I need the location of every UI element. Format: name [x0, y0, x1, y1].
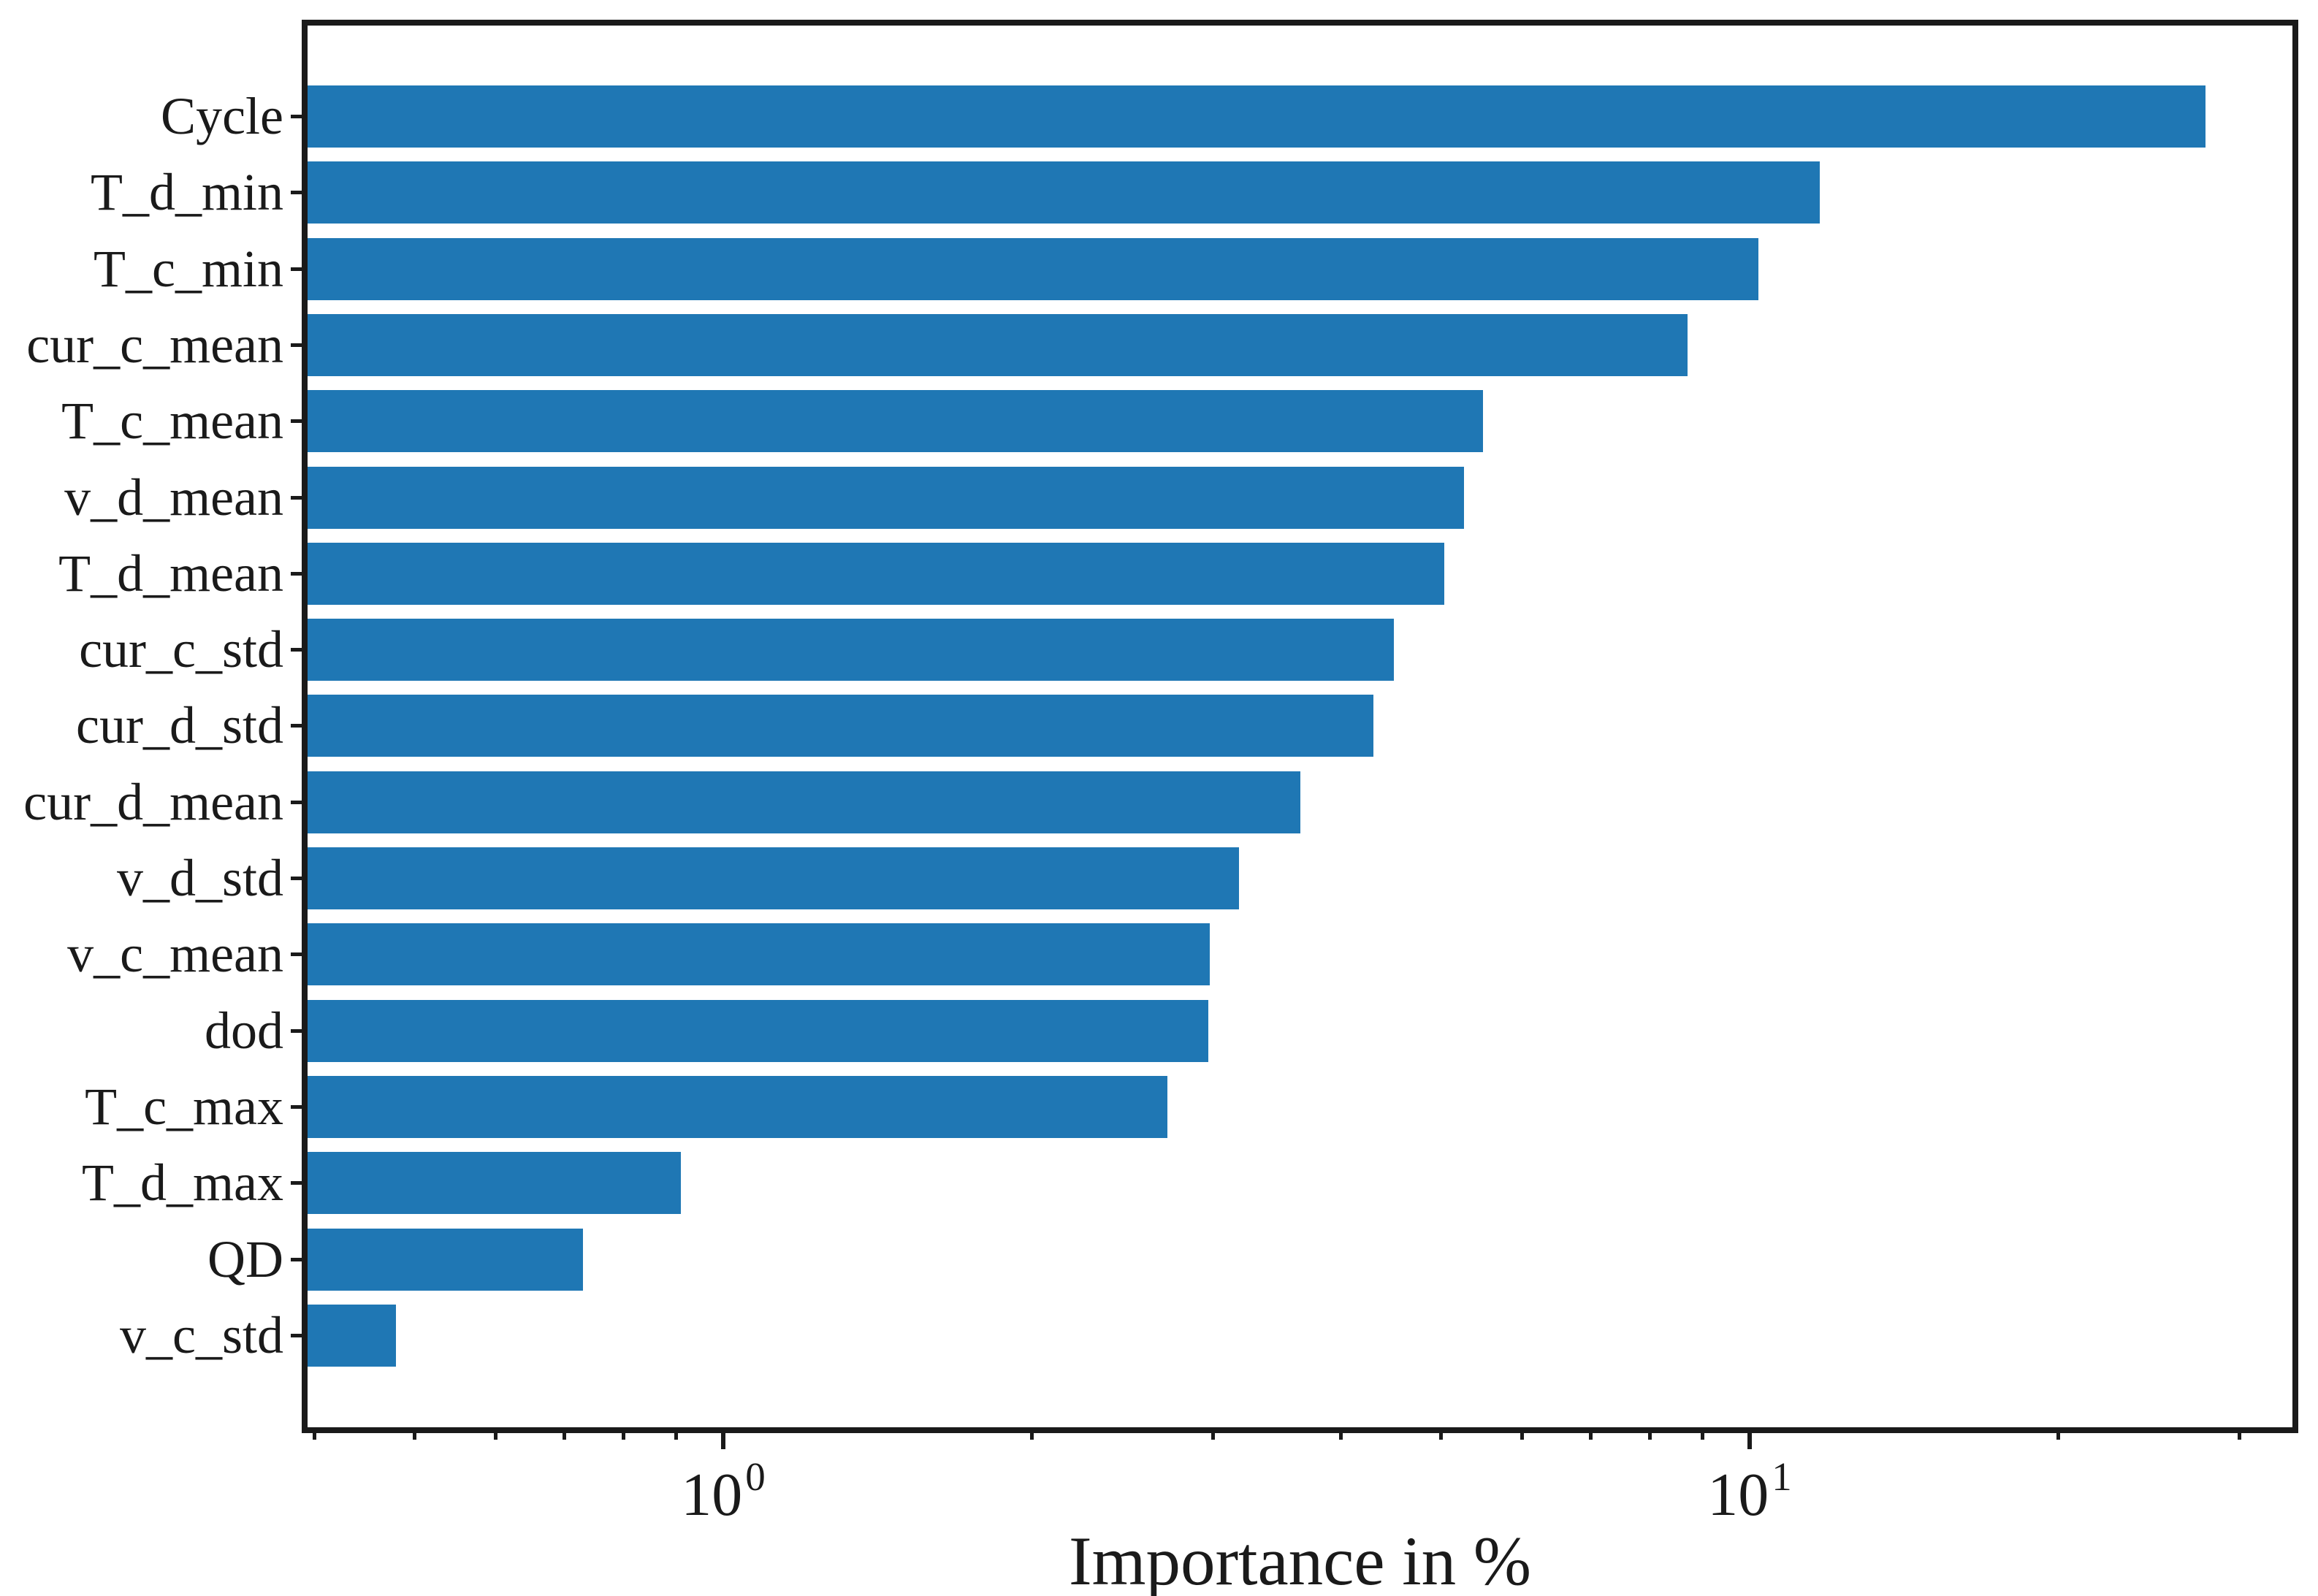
x-minor-tick: [1648, 1430, 1652, 1440]
x-tick-base: 10: [681, 1461, 743, 1529]
bar-T_d_max: [308, 1152, 682, 1215]
bar-v_d_std: [308, 847, 1239, 909]
y-tick-mark: [291, 1257, 302, 1261]
bar-cur_d_mean: [308, 771, 1301, 833]
y-tick-mark: [291, 800, 302, 804]
y-tick-mark: [291, 1028, 302, 1033]
bar-dod: [308, 999, 1209, 1062]
x-minor-tick: [622, 1430, 626, 1440]
y-tick-label-T_d_min: T_d_min: [91, 163, 283, 222]
y-tick-mark: [291, 343, 302, 347]
y-tick-mark: [291, 267, 302, 271]
bar-T_c_max: [308, 1075, 1168, 1138]
bar-QD: [308, 1228, 583, 1291]
y-tick-mark: [291, 571, 302, 576]
x-tick-label: 101: [1640, 1454, 1859, 1530]
y-tick-label-Cycle: Cycle: [161, 87, 283, 145]
y-tick-mark: [291, 115, 302, 118]
y-tick-mark: [291, 495, 302, 500]
y-tick-label-v_c_mean: v_c_mean: [67, 925, 283, 984]
x-minor-tick: [2237, 1430, 2241, 1440]
x-minor-tick: [562, 1430, 566, 1440]
x-major-tick: [721, 1430, 725, 1449]
y-tick-label-T_d_mean: T_d_mean: [58, 543, 283, 603]
y-tick-mark: [291, 952, 302, 957]
y-tick-mark: [291, 1104, 302, 1109]
x-minor-tick: [1701, 1430, 1705, 1440]
x-tick-exponent: 0: [745, 1454, 766, 1499]
y-tick-label-v_d_mean: v_d_mean: [64, 467, 283, 527]
y-tick-mark: [291, 877, 302, 880]
y-tick-mark: [291, 1181, 302, 1185]
bar-T_c_mean: [308, 390, 1484, 453]
y-tick-label-T_c_min: T_c_min: [94, 239, 283, 298]
bar-v_d_mean: [308, 466, 1465, 529]
y-tick-label-cur_c_mean: cur_c_mean: [26, 315, 283, 374]
x-minor-tick: [493, 1430, 497, 1440]
y-tick-mark: [291, 191, 302, 195]
x-minor-tick: [313, 1430, 317, 1440]
bar-v_c_mean: [308, 923, 1211, 986]
bar-cur_d_std: [308, 695, 1374, 757]
x-tick-base: 10: [1707, 1461, 1769, 1529]
y-tick-mark: [291, 648, 302, 652]
bar-Cycle: [308, 85, 2205, 148]
x-axis-title: Importance in %: [1068, 1522, 1532, 1596]
y-tick-mark: [291, 1333, 302, 1337]
bar-T_d_min: [308, 161, 1820, 224]
y-tick-label-v_d_std: v_d_std: [116, 849, 283, 907]
bar-cur_c_mean: [308, 313, 1688, 376]
y-tick-label-cur_c_std: cur_c_std: [79, 620, 283, 679]
y-tick-label-T_d_max: T_d_max: [82, 1153, 283, 1213]
x-minor-tick: [674, 1430, 679, 1440]
y-tick-label-T_c_mean: T_c_mean: [61, 392, 283, 451]
bar-cur_c_std: [308, 619, 1394, 681]
x-minor-tick: [1520, 1430, 1524, 1440]
y-tick-label-v_c_std: v_c_std: [120, 1305, 283, 1364]
x-minor-tick: [2056, 1430, 2061, 1440]
x-minor-tick: [1588, 1430, 1593, 1440]
y-tick-mark: [291, 724, 302, 728]
y-tick-label-dod: dod: [205, 1001, 283, 1060]
x-minor-tick: [1438, 1430, 1443, 1440]
y-tick-label-cur_d_std: cur_d_std: [76, 696, 283, 755]
x-minor-tick: [412, 1430, 416, 1440]
y-tick-mark: [291, 419, 302, 424]
x-tick-exponent: 1: [1772, 1454, 1792, 1499]
x-minor-tick: [1211, 1430, 1215, 1440]
x-major-tick: [1747, 1430, 1752, 1449]
y-tick-label-cur_d_mean: cur_d_mean: [23, 772, 283, 831]
x-minor-tick: [1030, 1430, 1034, 1440]
x-minor-tick: [1339, 1430, 1343, 1440]
x-tick-label: 100: [614, 1454, 833, 1530]
bar-T_c_min: [308, 237, 1759, 300]
bar-T_d_mean: [308, 542, 1444, 605]
y-tick-label-T_c_max: T_c_max: [85, 1077, 283, 1136]
y-tick-label-QD: QD: [207, 1229, 283, 1288]
bar-v_c_std: [308, 1304, 397, 1367]
